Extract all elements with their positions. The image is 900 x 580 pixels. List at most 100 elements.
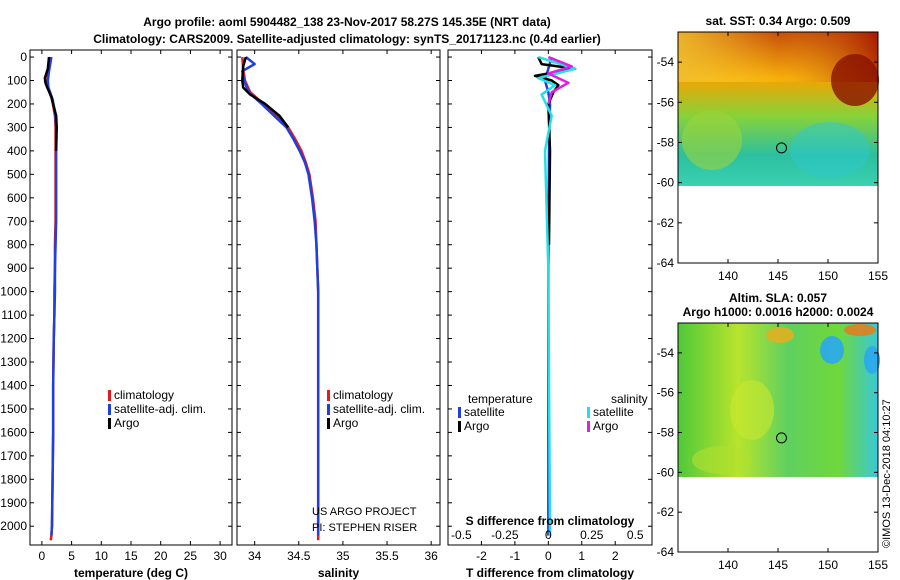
credit-pi: PI: STEPHEN RISER [312,522,417,534]
depth-tick-label: 400 [7,144,27,158]
map-x-tick-label: 155 [868,269,888,283]
sla-low-eddy [820,336,844,364]
sla-high-eddy [766,327,794,343]
legend-label: satellite-adj. clim. [114,402,206,416]
depth-tick-label: 100 [7,73,27,87]
map-x-tick-label: 150 [818,269,838,283]
depth-tick-label: 500 [7,167,27,181]
map-y-tick-label: -60 [657,465,675,479]
map-x-tick-label: 145 [768,269,788,283]
series-salinity-satellite [537,55,577,536]
depth-tick-label: 900 [7,261,27,275]
legend-swatch [327,418,330,429]
depth-tick-label: 800 [7,238,27,252]
legend-label: satellite-adj. clim. [333,402,425,416]
argo-location-marker [776,432,787,444]
legend-swatch [587,421,590,432]
legend-label: climatology [333,388,393,402]
depth-tick-label: 1400 [0,378,27,392]
imos-watermark: ©IMOS 13-Dec-2018 04:10:27 [881,399,893,548]
difference-top-label: S difference from climatology [466,514,635,528]
argo-location-marker [776,142,787,154]
difference-x-tick-label: 2 [612,549,619,563]
difference-top-tick: -0.5 [451,528,472,542]
depth-tick-label: 2000 [0,519,27,533]
difference-x-tick-label: 1 [578,549,585,563]
legend-label: Argo [464,419,490,433]
salinity-x-tick-label: 35 [336,549,350,563]
altimetry-map-subtitle: Argo h1000: 0.0016 h2000: 0.0024 [683,305,874,319]
legend-swatch [458,421,461,432]
credit-project: US ARGO PROJECT [312,506,417,518]
map-y-tick-label: -58 [657,426,675,440]
depth-tick-label: 1500 [0,402,27,416]
map-y-tick-label: -54 [657,346,675,360]
sst-map-title: sat. SST: 0.34 Argo: 0.509 [706,14,851,28]
salinity-x-tick-label: 34 [248,549,262,563]
salinity-x-tick-label: 36 [424,549,438,563]
series-argo [241,56,290,129]
sla-yellow-patch [692,446,752,474]
difference-top-tick: 0.25 [580,528,604,542]
panel-salinity: 34 34.5 35 35.5 36 salinity [236,49,441,580]
legend-swatch [327,390,330,401]
difference-extras: temperature salinitysatelliteArgosatellit… [451,392,648,542]
temperature-x-tick-label: 25 [184,549,198,563]
difference-x-tick-label: -1 [510,549,521,563]
map-x-tick-label: 140 [718,269,738,283]
map-y-tick-label: -58 [657,135,675,149]
legend-salinity-title: salinity [611,392,648,406]
series-climatology [241,56,320,541]
map-x-tick-label: 155 [868,558,888,572]
map-altimetry_map: -54 -56 -58 -60 -62 -64 140 145 150 155 Altim. SLA… [657,291,889,572]
map-y-tick-label: -64 [657,545,675,559]
temperature-x-tick-label: 20 [154,549,168,563]
depth-tick-label: 1900 [0,496,27,510]
sla-yellow-patch [730,380,774,440]
depth-tick-label: 1800 [0,472,27,486]
panel-difference: -2 -1 0 1 2 T difference from climatology [447,49,653,580]
depth-tick-label: 200 [7,97,27,111]
map-y-tick-label: -62 [657,505,675,519]
legend-swatch [108,390,111,401]
temperature-x-tick-label: 5 [68,549,75,563]
depth-tick-label: 1700 [0,449,27,463]
salinity-x-tick-label: 35.5 [375,549,399,563]
panel-temperature: 0100200300400500600700800900100011001200… [0,49,233,580]
title-line-1: Argo profile: aoml 5904482_138 23-Nov-20… [143,15,551,29]
difference-x-tick-label: 0 [545,549,552,563]
legend-label: Argo [333,416,359,430]
map-y-tick-label: -60 [657,176,675,190]
legend-swatch [108,404,111,415]
depth-tick-label: 1200 [0,332,27,346]
sst-green-patch [682,110,742,170]
legend-temperature-title: temperature [468,392,533,406]
series-satellite-adj-clim- [241,56,320,536]
depth-tick-label: 0 [20,50,27,64]
map-x-tick-label: 145 [768,558,788,572]
salinity-x-tick-label: 34.5 [287,549,311,563]
depth-tick-label: 600 [7,191,27,205]
series-satellite-adj-clim- [46,56,58,536]
depth-tick-label: 1300 [0,355,27,369]
map-y-tick-label: -62 [657,216,675,230]
sst-cold-patch [790,122,870,178]
legend-label: Argo [593,419,619,433]
legend-swatch [327,404,330,415]
difference-xlabel: T difference from climatology [466,566,634,580]
map-x-tick-label: 150 [818,558,838,572]
map-y-tick-label: -54 [657,55,675,69]
difference-frame [447,49,653,546]
difference-top-tick: 0.5 [627,528,644,542]
difference-top-tick: 0 [545,528,552,542]
depth-tick-label: 300 [7,120,27,134]
depth-tick-label: 1000 [0,285,27,299]
temperature-x-tick-label: 0 [39,549,46,563]
salinity-frame [236,49,441,546]
map-sat_sst_map: -54 -56 -58 -60 -62 -64 140 145 150 155 sat. SST: … [657,14,889,283]
title-line-2: Climatology: CARS2009. Satellite-adjuste… [93,32,601,46]
difference-top-tick: -0.25 [491,528,519,542]
series-argo [43,56,58,151]
legend-swatch [108,418,111,429]
